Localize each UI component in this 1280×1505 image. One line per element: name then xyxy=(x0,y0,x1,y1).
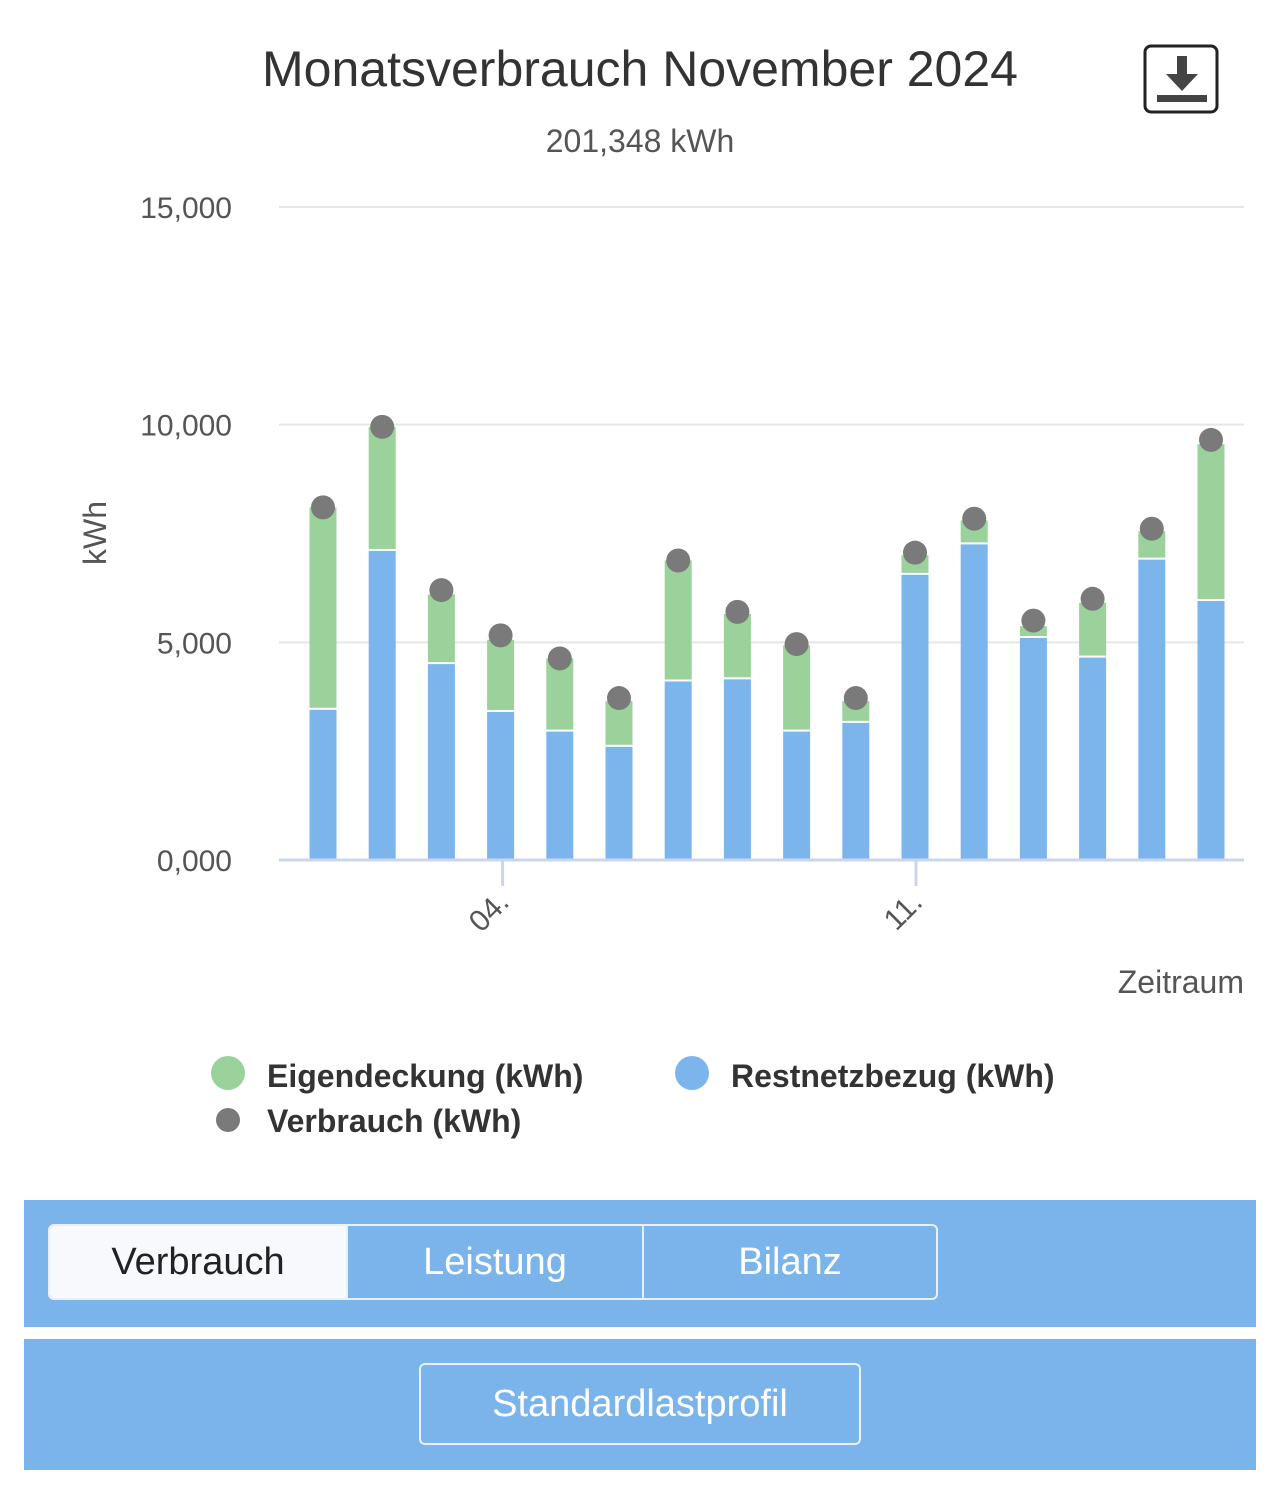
bar-restnetzbezug xyxy=(309,709,337,860)
point-verbrauch xyxy=(488,623,513,648)
bar-restnetzbezug xyxy=(1079,657,1107,860)
y-axis-title: kWh xyxy=(77,501,113,565)
legend-label: Restnetzbezug (kWh) xyxy=(731,1058,1055,1094)
point-verbrauch xyxy=(311,495,335,520)
bar-eigendeckung xyxy=(1079,602,1107,656)
bar-restnetzbezug xyxy=(1019,637,1047,860)
bar-restnetzbezug xyxy=(960,544,988,860)
standard-load-profile-button[interactable]: Standardlastprofil xyxy=(419,1363,861,1445)
view-tabs: Verbrauch Leistung Bilanz xyxy=(48,1224,938,1300)
bar-restnetzbezug xyxy=(783,731,811,860)
point-verbrauch xyxy=(725,599,750,624)
legend-label: Verbrauch (kWh) xyxy=(267,1103,521,1139)
legend-label: Eigendeckung (kWh) xyxy=(267,1058,583,1094)
bar-restnetzbezug xyxy=(605,746,633,860)
y-tick-label: 10,000 xyxy=(140,410,232,443)
bar-eigendeckung xyxy=(487,639,515,710)
bar-restnetzbezug xyxy=(723,679,751,860)
bar-restnetzbezug xyxy=(546,731,574,860)
y-tick-label: 0,000 xyxy=(157,845,232,878)
consumption-chart: Monatsverbrauch November 2024 201,348 kW… xyxy=(77,41,1244,1139)
bar-restnetzbezug xyxy=(1197,600,1225,860)
x-axis: 04. 11. xyxy=(279,858,1244,939)
point-verbrauch xyxy=(666,548,691,573)
x-tick-label: 04. xyxy=(463,886,516,939)
point-verbrauch xyxy=(429,578,454,603)
y-axis-ticks: 0,000 5,000 10,000 15,000 xyxy=(140,192,232,878)
point-verbrauch xyxy=(1199,427,1223,452)
legend-marker xyxy=(216,1108,240,1132)
x-tick-label: 11. xyxy=(878,886,929,937)
tab-bilanz[interactable]: Bilanz xyxy=(738,1240,842,1283)
point-verbrauch xyxy=(1080,586,1105,611)
consumption-dots xyxy=(311,414,1223,711)
point-verbrauch xyxy=(962,506,987,531)
bar-eigendeckung xyxy=(723,614,751,678)
point-verbrauch xyxy=(903,540,927,565)
download-button[interactable] xyxy=(1143,44,1219,114)
bar-restnetzbezug xyxy=(664,681,692,860)
bar-eigendeckung xyxy=(783,645,811,730)
y-tick-label: 5,000 xyxy=(157,627,232,660)
point-verbrauch xyxy=(784,632,809,657)
bars xyxy=(309,426,1225,860)
legend: Eigendeckung (kWh) Restnetzbezug (kWh) Ver… xyxy=(211,1056,1055,1139)
bar-restnetzbezug xyxy=(1138,559,1166,860)
profile-bar: Standardlastprofil xyxy=(24,1339,1256,1470)
y-tick-label: 15,000 xyxy=(140,192,232,225)
point-verbrauch xyxy=(1021,608,1046,633)
tab-verbrauch[interactable]: Verbrauch xyxy=(50,1226,348,1298)
legend-marker xyxy=(211,1056,245,1090)
bar-eigendeckung xyxy=(368,426,396,549)
tab-leistung[interactable]: Leistung xyxy=(348,1226,644,1298)
point-verbrauch xyxy=(607,686,631,711)
x-axis-title: Zeitraum xyxy=(1118,964,1244,1000)
point-verbrauch xyxy=(843,686,868,711)
bar-eigendeckung xyxy=(664,560,692,680)
bar-restnetzbezug xyxy=(368,550,396,860)
point-verbrauch xyxy=(547,646,572,671)
bar-restnetzbezug xyxy=(901,574,929,860)
bar-eigendeckung xyxy=(309,507,337,708)
view-tabs-bar: Verbrauch Leistung Bilanz xyxy=(24,1200,1256,1327)
bar-restnetzbezug xyxy=(427,664,455,860)
bar-eigendeckung xyxy=(1197,444,1225,599)
legend-marker xyxy=(675,1056,709,1090)
chart-subtitle: 201,348 kWh xyxy=(546,123,735,159)
point-verbrauch xyxy=(370,414,395,439)
download-icon xyxy=(1157,56,1207,102)
bar-restnetzbezug xyxy=(842,722,870,860)
chart-title: Monatsverbrauch November 2024 xyxy=(262,41,1018,97)
bar-restnetzbezug xyxy=(487,711,515,860)
point-verbrauch xyxy=(1139,516,1164,541)
gridlines xyxy=(279,206,1244,644)
bar-eigendeckung xyxy=(427,594,455,663)
